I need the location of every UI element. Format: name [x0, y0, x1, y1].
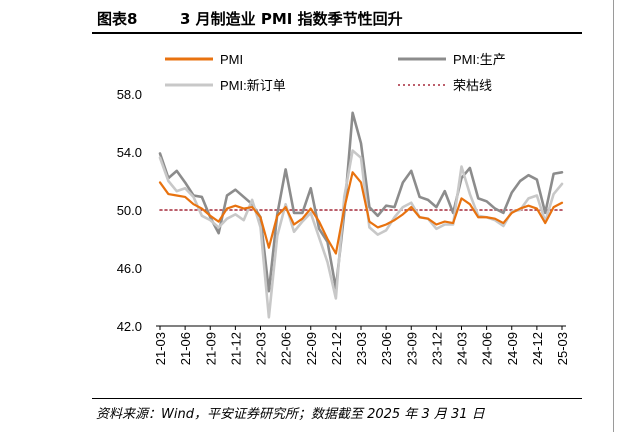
x-tick-label: 21-12	[228, 332, 243, 365]
x-tick-label: 21-09	[203, 332, 218, 365]
x-tick-label: 22-03	[254, 332, 269, 365]
series-line-1	[158, 111, 564, 293]
plot-area	[158, 111, 564, 319]
source-note: 资料来源：Wind，平安证券研究所；数据截至 2025 年 3 月 31 日	[96, 407, 485, 422]
y-tick-label: 54.0	[117, 145, 142, 160]
x-tick-label: 23-09	[404, 332, 419, 365]
header-rule	[92, 32, 582, 34]
legend-label-0: PMI	[220, 52, 243, 67]
legend-label-2: PMI:新订单	[220, 78, 286, 93]
x-tick-label: 24-09	[505, 332, 520, 365]
x-tick-label: 24-12	[530, 332, 545, 365]
x-tick-label: 21-06	[178, 332, 193, 365]
y-tick-label: 58.0	[117, 87, 142, 102]
x-tick-label: 24-03	[455, 332, 470, 365]
x-tick-label: 22-12	[329, 332, 344, 365]
x-tick-label: 23-06	[379, 332, 394, 365]
x-tick-label: 24-06	[480, 332, 495, 365]
legend-label-1: PMI:生产	[453, 52, 506, 67]
footer-rule	[92, 398, 582, 399]
series-line-2	[158, 149, 564, 319]
x-tick-label: 22-09	[304, 332, 319, 365]
legend: PMI PMI:生产 PMI:新订单 荣枯线	[165, 52, 506, 93]
x-tick-label: 25-03	[555, 332, 570, 365]
x-tick-label: 23-03	[354, 332, 369, 365]
x-tick-label: 21-03	[153, 332, 168, 365]
series-line-0	[158, 171, 564, 255]
y-tick-label: 46.0	[117, 261, 142, 276]
y-tick-label: 50.0	[117, 203, 142, 218]
legend-label-3: 荣枯线	[453, 78, 492, 93]
x-axis: 21-03 21-06 21-09 21-12 22-03 22-06 22-09 22-12…	[153, 325, 570, 365]
y-axis: 58.0 54.0 50.0 46.0 42.0	[117, 87, 142, 334]
y-tick-label: 42.0	[117, 319, 142, 334]
x-tick-label: 22-06	[279, 332, 294, 365]
figure-title: 3 月制造业 PMI 指数季节性回升	[180, 10, 403, 28]
page-edge-divider	[613, 0, 614, 432]
figure-header: 图表8 3 月制造业 PMI 指数季节性回升	[92, 0, 582, 32]
pmi-line-chart: PMI PMI:生产 PMI:新订单 荣枯线 58.0 54.0 50.0 46.0 42.0…	[117, 52, 570, 365]
figure-number: 图表8	[97, 10, 138, 28]
x-tick-label: 23-12	[429, 332, 444, 365]
